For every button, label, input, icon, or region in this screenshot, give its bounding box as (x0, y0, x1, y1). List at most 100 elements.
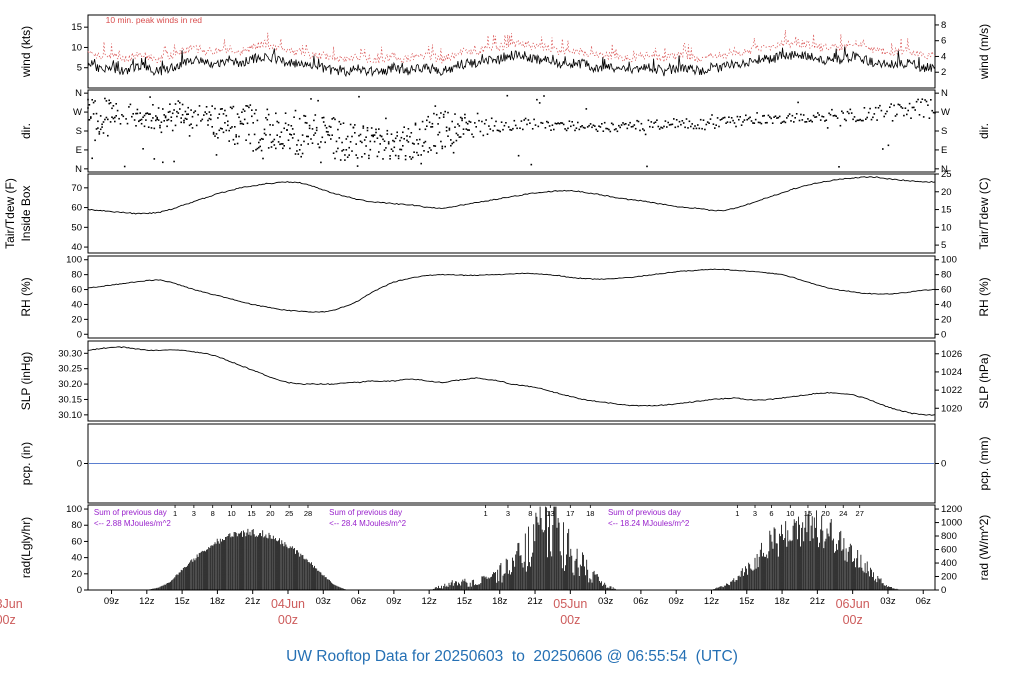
y-tick-label: 2 (941, 67, 946, 78)
panel-rad: 100806040200120010008006004002000rad(Lgl… (19, 504, 991, 596)
rad-cum-label: 1 (735, 509, 739, 518)
series-rad-bars (147, 506, 899, 590)
x-date-sublabel: 00z (560, 613, 580, 627)
y-ticks-right: 100 80 60 40 20 0 (935, 255, 957, 340)
x-date-label: 03Jun (0, 597, 23, 611)
y-tick-label: 1026 (941, 349, 962, 360)
y-tick-label: 0 (77, 459, 82, 470)
y-tick-label: 30.15 (58, 394, 82, 405)
axis-title-right-dir: dir. (977, 123, 991, 139)
rad-sum-note: Sum of previous day (329, 508, 402, 517)
panel-border (87, 255, 936, 339)
rad-sum-value: <-- 28.4 MJoules/m^2 (329, 519, 406, 528)
y-tick-label: 40 (941, 299, 952, 310)
y-tick-label: 10 (941, 222, 952, 233)
y-tick-label: 70 (71, 183, 82, 194)
rad-cum-label: 1 (484, 509, 488, 518)
rad-cum-label: 8 (528, 509, 532, 518)
y-ticks-right: 25 20 15 10 5 (935, 169, 952, 251)
axis-title-left-dir: dir. (19, 123, 33, 139)
x-tick-label: 21z (810, 596, 826, 607)
series-wind-dir (87, 94, 936, 168)
y-tick-label: 1000 (941, 518, 962, 529)
x-tick-label: 03z (598, 596, 614, 607)
y-tick-label: 0 (77, 329, 82, 340)
panel-rh: 100 80 60 40 20 0 100 80 60 40 20 0 RH (%) RH (%) (19, 255, 991, 341)
y-ticks-left: 15 10 5 (71, 22, 88, 74)
rad-sum-note: Sum of previous day (608, 508, 681, 517)
y-tick-label: 5 (77, 63, 82, 74)
y-tick-label: 600 (941, 545, 957, 556)
x-tick-label: 12z (139, 596, 155, 607)
rad-cum-label: 15 (247, 509, 255, 518)
axis-title-left-pcp: pcp. (in) (19, 442, 33, 485)
x-tick-label: 18z (492, 596, 508, 607)
x-tick-label: 03z (880, 596, 896, 607)
x-tick-label: 15z (457, 596, 473, 607)
y-tick-label: 80 (71, 520, 82, 531)
panel-pcp: 0 0 pcp. (in) pcp. (mm) (19, 423, 991, 504)
y-tick-label: 60 (71, 203, 82, 214)
y-tick-label: 10 (71, 42, 82, 53)
y-tick-label: 40 (71, 553, 82, 564)
x-tick-label: 18z (774, 596, 790, 607)
y-tick-label: 1020 (941, 403, 962, 414)
axis-title-right-temp: Tair/Tdew (C) (977, 177, 991, 249)
rad-sum-value: <-- 18.24 MJoules/m^2 (608, 519, 690, 528)
panel-border (87, 504, 936, 591)
y-tick-label: 100 (941, 255, 957, 266)
y-tick-label: 20 (71, 314, 82, 325)
axis-title-right-rh: RH (%) (977, 277, 991, 316)
y-tick-label: 0 (941, 585, 946, 596)
y-tick-label: 0 (941, 459, 946, 470)
y-ticks-right: 0 (935, 459, 946, 470)
y-tick-label: 1200 (941, 504, 962, 515)
rad-cum-label: 24 (839, 509, 847, 518)
panel-border (87, 173, 936, 254)
panel-slp: 30.3030.2530.2030.1530.10102610241022102… (19, 340, 991, 422)
y-tick-label: 20 (71, 569, 82, 580)
panel-wind: 15 10 5 8 6 4 2 wind (kts) wind (m/s) 10 min. pea… (19, 14, 991, 89)
x-tick-label: 18z (210, 596, 226, 607)
y-tick-label: 100 (66, 255, 82, 266)
y-tick-label: W (941, 107, 950, 118)
axis-title-right-pcp: pcp. (mm) (977, 436, 991, 490)
y-tick-label: 25 (941, 169, 952, 180)
y-ticks-right: 1200 1000 800 600 400 200 0 (935, 504, 962, 596)
y-tick-label: 60 (71, 285, 82, 296)
rad-cum-label: 13 (546, 509, 554, 518)
axis-title-left-rh: RH (%) (19, 277, 33, 316)
x-tick-label: 06z (351, 596, 367, 607)
x-date-sublabel: 00z (0, 613, 16, 627)
x-date-sublabel: 00z (843, 613, 863, 627)
x-date-label: 06Jun (836, 597, 870, 611)
y-tick-label: N (75, 88, 82, 99)
rad-cum-label: 28 (304, 509, 312, 518)
panel-temp: 70 60 50 40 25 20 15 10 5 Tair/Tdew (F) Inside Box… (3, 169, 991, 254)
y-tick-label: 60 (71, 536, 82, 547)
rad-cum-label: 3 (506, 509, 510, 518)
axis-title-left-rad: rad(Lgly/hr) (19, 517, 33, 578)
axis-title-right-slp: SLP (hPa) (977, 353, 991, 408)
x-date-sublabel: 00z (278, 613, 298, 627)
rad-cum-label: 15 (804, 509, 812, 518)
figure-caption: UW Rooftop Data for 20250603 to 20250606… (286, 648, 738, 665)
y-tick-label: N (941, 88, 948, 99)
y-tick-label: 80 (71, 270, 82, 281)
y-tick-label: N (75, 164, 82, 175)
axis-title-left-slp: SLP (inHg) (19, 352, 33, 410)
axis-title-left-temp: Inside Box (19, 185, 33, 241)
rad-cum-label: 6 (769, 509, 773, 518)
rad-cum-label: 1 (173, 509, 177, 518)
y-tick-label: 30.20 (58, 379, 82, 390)
y-tick-label: 20 (941, 314, 952, 325)
rad-sum-value: <-- 2.88 MJoules/m^2 (94, 519, 171, 528)
y-tick-label: 40 (71, 242, 82, 253)
x-tick-label: 06z (633, 596, 649, 607)
series-temp (87, 176, 936, 215)
series-wind-avg (87, 46, 936, 78)
